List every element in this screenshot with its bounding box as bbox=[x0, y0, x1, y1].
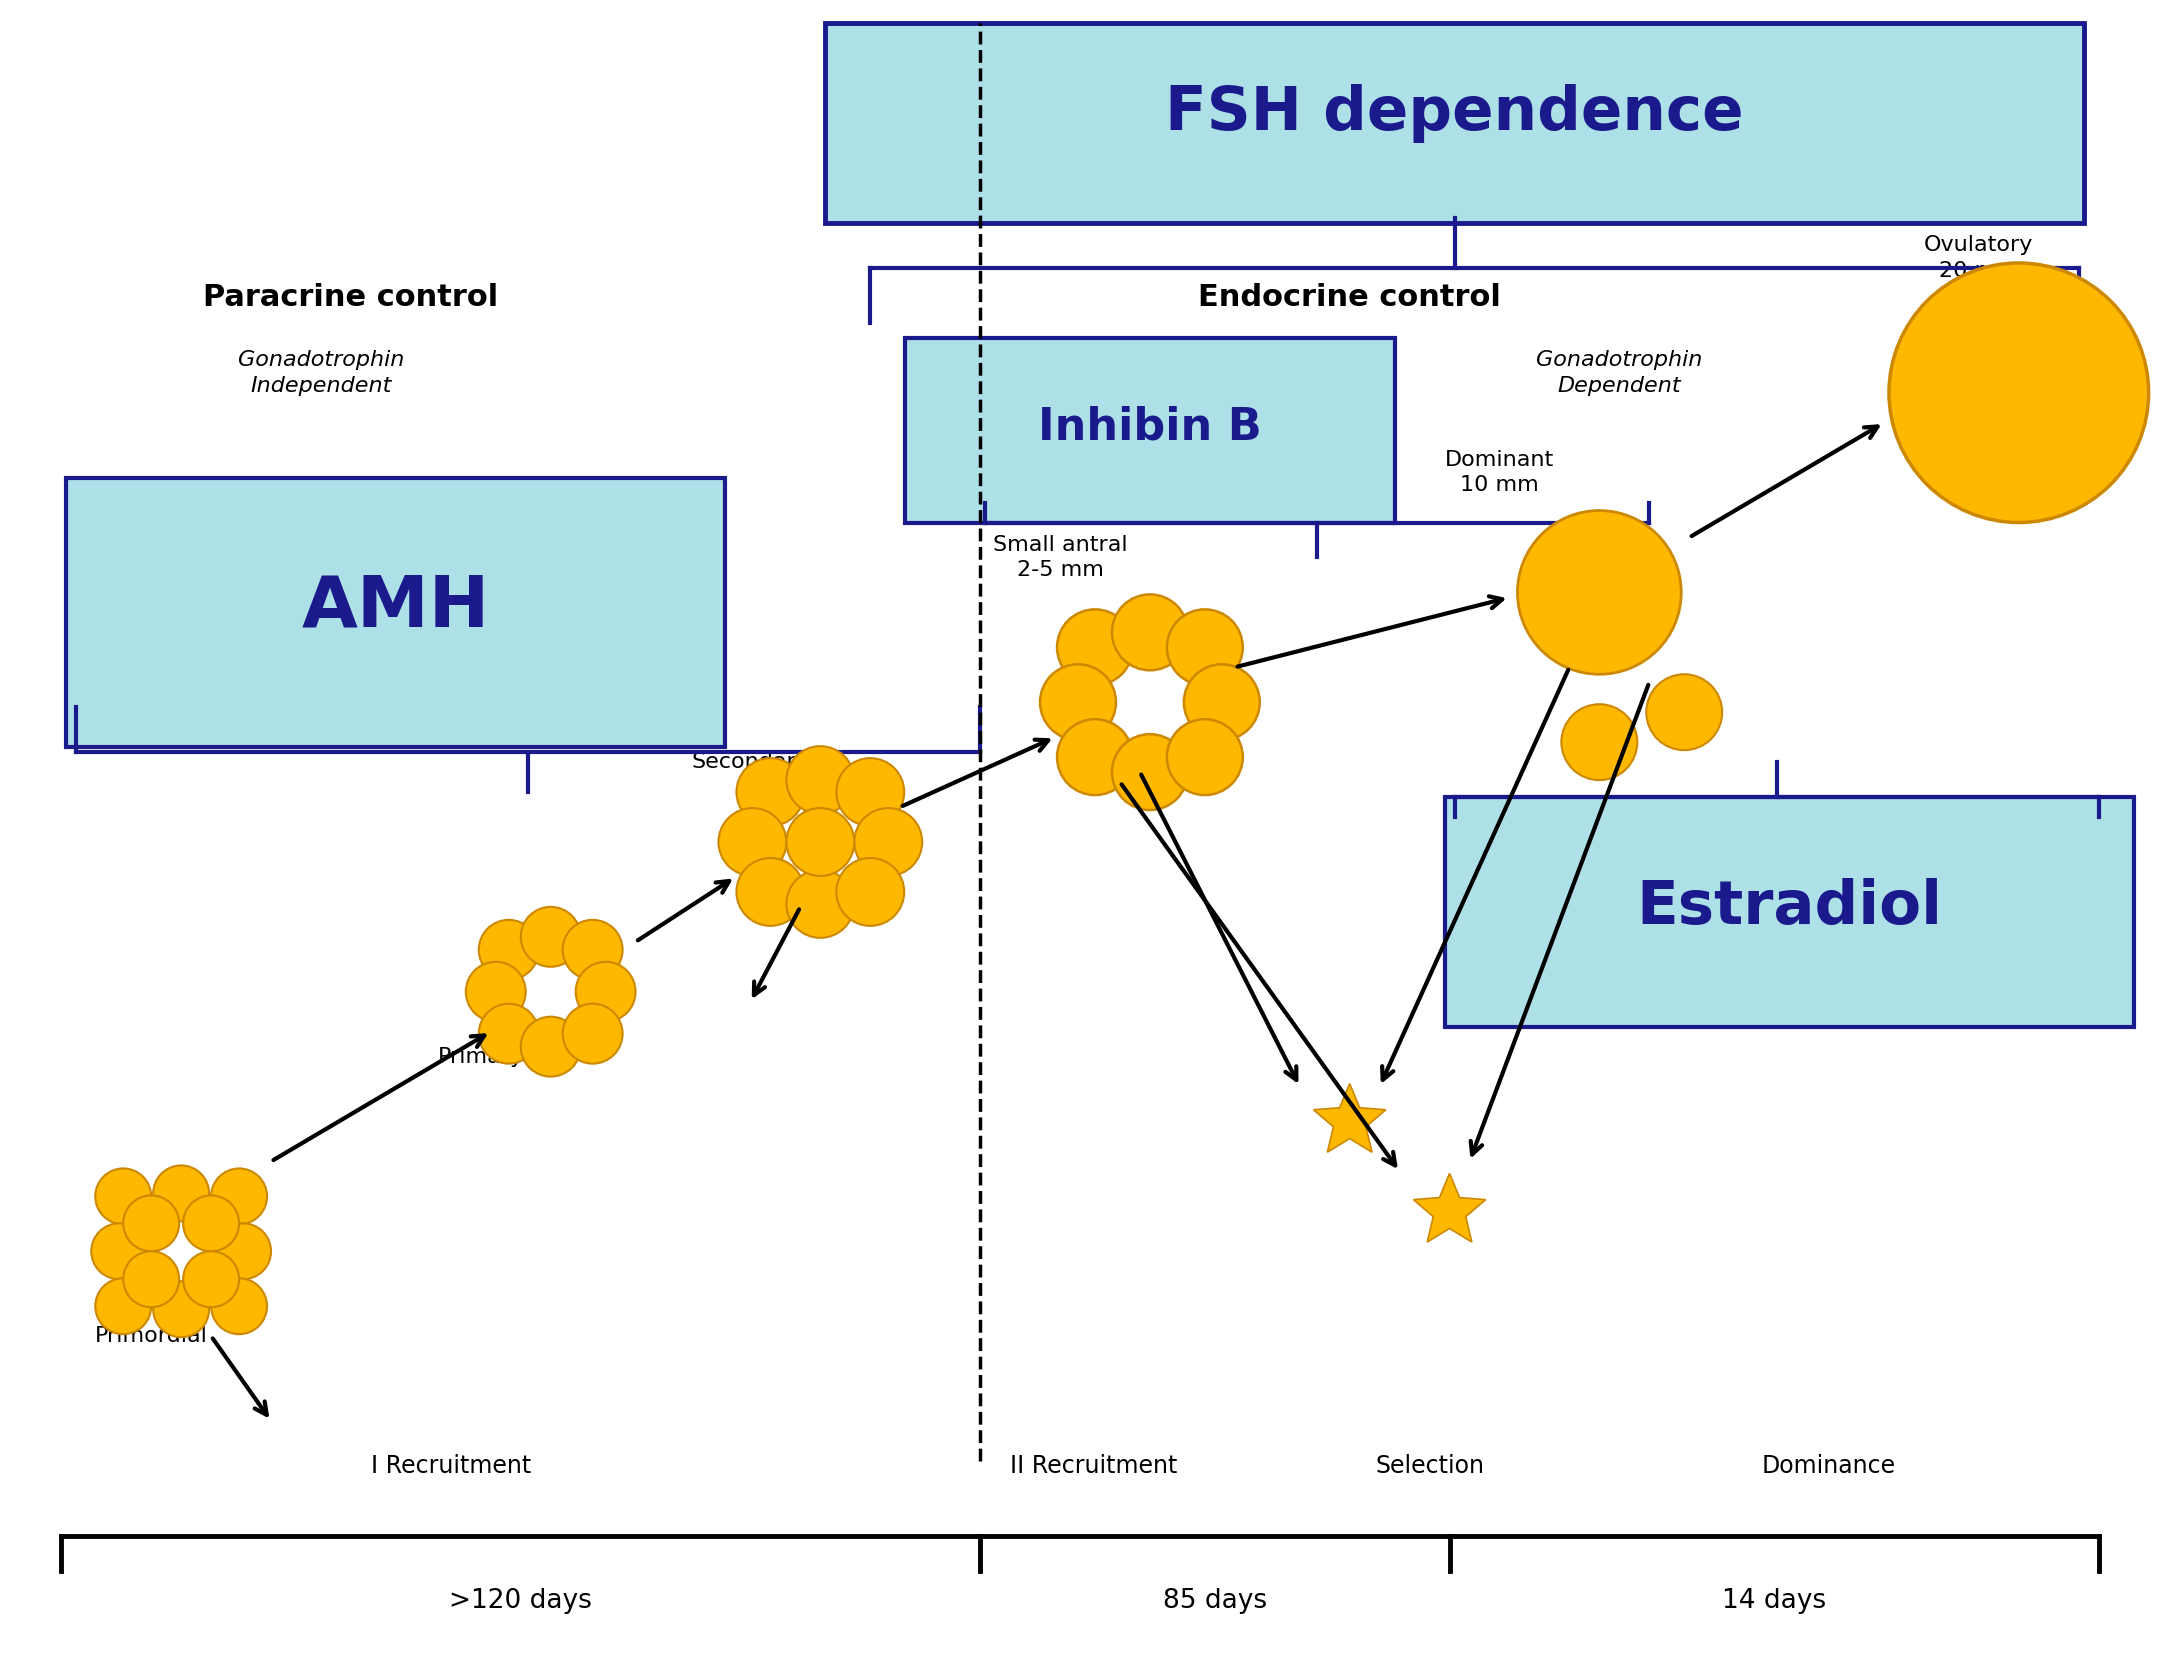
FancyBboxPatch shape bbox=[1445, 798, 2134, 1027]
Text: Endocrine control: Endocrine control bbox=[1198, 283, 1502, 313]
Circle shape bbox=[1183, 664, 1259, 741]
Polygon shape bbox=[1413, 1174, 1487, 1242]
Text: Primary: Primary bbox=[438, 1047, 524, 1067]
Text: AMH: AMH bbox=[301, 573, 490, 642]
Circle shape bbox=[95, 1169, 152, 1224]
Text: Small antral
2-5 mm: Small antral 2-5 mm bbox=[992, 535, 1127, 580]
Text: >120 days: >120 days bbox=[449, 1588, 592, 1613]
Text: Dominant
10 mm: Dominant 10 mm bbox=[1445, 450, 1554, 495]
Text: 14 days: 14 days bbox=[1723, 1588, 1827, 1613]
Circle shape bbox=[1517, 510, 1682, 674]
FancyBboxPatch shape bbox=[906, 338, 1396, 523]
Circle shape bbox=[836, 858, 904, 926]
Circle shape bbox=[520, 906, 581, 966]
Circle shape bbox=[576, 961, 635, 1022]
Circle shape bbox=[520, 1017, 581, 1077]
Text: Paracrine control: Paracrine control bbox=[204, 283, 498, 313]
Circle shape bbox=[1647, 674, 1723, 751]
Circle shape bbox=[1112, 595, 1188, 670]
Circle shape bbox=[95, 1279, 152, 1334]
Circle shape bbox=[154, 1281, 210, 1338]
FancyBboxPatch shape bbox=[67, 478, 726, 747]
Circle shape bbox=[1057, 609, 1133, 686]
Circle shape bbox=[1166, 609, 1244, 686]
Polygon shape bbox=[1313, 1083, 1385, 1152]
Circle shape bbox=[215, 1224, 271, 1279]
Circle shape bbox=[787, 808, 854, 876]
Circle shape bbox=[836, 757, 904, 826]
Text: Estradiol: Estradiol bbox=[1636, 878, 1942, 936]
Circle shape bbox=[210, 1279, 267, 1334]
Circle shape bbox=[1166, 719, 1244, 796]
Text: II Recruitment: II Recruitment bbox=[1010, 1455, 1177, 1478]
Circle shape bbox=[1562, 704, 1638, 781]
Circle shape bbox=[124, 1251, 180, 1308]
Circle shape bbox=[787, 869, 854, 938]
Circle shape bbox=[1890, 263, 2150, 523]
Circle shape bbox=[854, 808, 923, 876]
Circle shape bbox=[184, 1195, 238, 1251]
Text: Dominance: Dominance bbox=[1762, 1455, 1896, 1478]
Circle shape bbox=[91, 1224, 147, 1279]
Circle shape bbox=[787, 746, 854, 814]
Text: Gonadotrophin
Dependent: Gonadotrophin Dependent bbox=[1536, 349, 1703, 396]
FancyBboxPatch shape bbox=[826, 23, 2085, 222]
Text: Gonadotrophin
Independent: Gonadotrophin Independent bbox=[238, 349, 405, 396]
Circle shape bbox=[1040, 664, 1116, 741]
Text: 85 days: 85 days bbox=[1164, 1588, 1268, 1613]
Circle shape bbox=[154, 1165, 210, 1221]
Circle shape bbox=[719, 808, 787, 876]
Text: Secondary: Secondary bbox=[691, 752, 808, 772]
Text: Inhibin B: Inhibin B bbox=[1038, 405, 1261, 448]
Text: FSH dependence: FSH dependence bbox=[1166, 84, 1744, 144]
Circle shape bbox=[563, 920, 622, 980]
Circle shape bbox=[563, 1003, 622, 1063]
Circle shape bbox=[479, 920, 540, 980]
Circle shape bbox=[210, 1169, 267, 1224]
Circle shape bbox=[466, 961, 527, 1022]
Text: Ovulatory
20 mm: Ovulatory 20 mm bbox=[1924, 236, 2033, 281]
Circle shape bbox=[737, 858, 804, 926]
Circle shape bbox=[184, 1251, 238, 1308]
Text: I Recruitment: I Recruitment bbox=[371, 1455, 531, 1478]
Circle shape bbox=[1112, 734, 1188, 809]
Text: Selection: Selection bbox=[1376, 1455, 1484, 1478]
Circle shape bbox=[479, 1003, 540, 1063]
Circle shape bbox=[124, 1195, 180, 1251]
Text: Primordial: Primordial bbox=[95, 1326, 208, 1346]
Circle shape bbox=[1057, 719, 1133, 796]
Circle shape bbox=[737, 757, 804, 826]
